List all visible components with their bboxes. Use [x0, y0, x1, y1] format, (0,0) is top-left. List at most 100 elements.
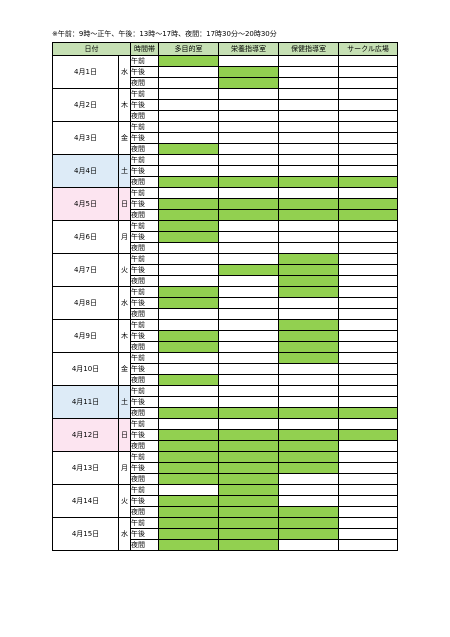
- multipurpose-room-cell: [158, 418, 219, 430]
- time-slot-cell: 午後: [130, 132, 159, 144]
- health-room-cell: [278, 385, 339, 397]
- weekday-cell: 金: [118, 352, 131, 386]
- room-schedule-table: 日付 時間帯 多目的室 栄養指導室 保健指導室 サークル広場 4月1日水午前 午後…: [52, 42, 398, 551]
- health-room-cell: [278, 473, 339, 485]
- date-cell: 4月1日: [52, 55, 119, 89]
- circle-plaza-cell: [338, 209, 398, 221]
- schedule-row: 午後: [53, 198, 398, 210]
- schedule-row: 夜間: [53, 143, 398, 155]
- weekday-cell: 土: [118, 154, 131, 188]
- circle-plaza-cell: [338, 220, 398, 232]
- circle-plaza-cell: [338, 363, 398, 375]
- nutrition-room-cell: [218, 77, 279, 89]
- nutrition-room-cell: [218, 165, 279, 177]
- health-room-cell: [278, 275, 339, 287]
- multipurpose-room-cell: [158, 55, 219, 67]
- health-room-cell: [278, 99, 339, 111]
- time-slot-cell: 午後: [130, 99, 159, 111]
- schedule-row: 午後: [53, 231, 398, 243]
- health-room-cell: [278, 88, 339, 100]
- circle-plaza-cell: [338, 341, 398, 353]
- circle-plaza-cell: [338, 418, 398, 430]
- schedule-row: 午後: [53, 99, 398, 111]
- circle-plaza-cell: [338, 77, 398, 89]
- nutrition-room-cell: [218, 209, 279, 221]
- schedule-row: 夜間: [53, 473, 398, 485]
- time-slot-cell: 夜間: [130, 308, 159, 320]
- health-room-cell: [278, 440, 339, 452]
- health-room-cell: [278, 286, 339, 298]
- health-room-cell: [278, 121, 339, 133]
- circle-plaza-cell: [338, 187, 398, 199]
- time-slot-cell: 午前: [130, 253, 159, 265]
- circle-plaza-cell: [338, 132, 398, 144]
- health-room-cell: [278, 341, 339, 353]
- circle-plaza-cell: [338, 352, 398, 364]
- health-room-cell: [278, 539, 339, 551]
- multipurpose-room-cell: [158, 462, 219, 474]
- multipurpose-room-cell: [158, 198, 219, 210]
- date-cell: 4月5日: [52, 187, 119, 221]
- time-slot-cell: 午前: [130, 187, 159, 199]
- schedule-row: 4月15日水午前: [52, 517, 398, 551]
- circle-plaza-cell: [338, 231, 398, 243]
- health-room-cell: [278, 297, 339, 309]
- time-slot-cell: 午後: [130, 297, 159, 309]
- health-room-cell: [278, 187, 339, 199]
- nutrition-room-cell: [218, 473, 279, 485]
- health-room-cell: [278, 253, 339, 265]
- multipurpose-room-cell: [158, 319, 219, 331]
- nutrition-room-cell: [218, 385, 279, 397]
- nutrition-room-cell: [218, 396, 279, 408]
- schedule-row: 夜間: [53, 341, 398, 353]
- multipurpose-room-cell: [158, 363, 219, 375]
- time-slot-cell: 夜間: [130, 176, 159, 188]
- weekday-cell: 月: [118, 220, 131, 254]
- circle-plaza-cell: [338, 462, 398, 474]
- time-slot-cell: 夜間: [130, 77, 159, 89]
- nutrition-room-cell: [218, 484, 279, 496]
- time-slot-cell: 夜間: [130, 473, 159, 485]
- schedule-row: 午後: [53, 462, 398, 474]
- header-nutrition-room: 栄養指導室: [218, 42, 279, 56]
- date-cell: 4月10日: [52, 352, 119, 386]
- nutrition-room-cell: [218, 352, 279, 364]
- health-room-cell: [278, 429, 339, 441]
- time-slot-cell: 夜間: [130, 143, 159, 155]
- circle-plaza-cell: [338, 396, 398, 408]
- nutrition-room-cell: [218, 517, 279, 529]
- nutrition-room-cell: [218, 506, 279, 518]
- health-room-cell: [278, 495, 339, 507]
- nutrition-room-cell: [218, 121, 279, 133]
- circle-plaza-cell: [338, 198, 398, 210]
- health-room-cell: [278, 143, 339, 155]
- circle-plaza-cell: [338, 165, 398, 177]
- health-room-cell: [278, 176, 339, 188]
- time-slot-cell: 午前: [130, 121, 159, 133]
- health-room-cell: [278, 396, 339, 408]
- time-slot-cell: 午前: [130, 385, 159, 397]
- schedule-row: 夜間: [53, 440, 398, 452]
- circle-plaza-cell: [338, 440, 398, 452]
- multipurpose-room-cell: [158, 473, 219, 485]
- circle-plaza-cell: [338, 99, 398, 111]
- health-room-cell: [278, 506, 339, 518]
- multipurpose-room-cell: [158, 275, 219, 287]
- time-slot-cell: 午前: [130, 517, 159, 529]
- schedule-row: 4月6日月午前: [52, 220, 398, 254]
- circle-plaza-cell: [338, 319, 398, 331]
- health-room-cell: [278, 407, 339, 419]
- nutrition-room-cell: [218, 308, 279, 320]
- health-room-cell: [278, 242, 339, 254]
- multipurpose-room-cell: [158, 308, 219, 320]
- multipurpose-room-cell: [158, 352, 219, 364]
- schedule-row: 4月8日水午前: [52, 286, 398, 320]
- weekday-cell: 火: [118, 484, 131, 518]
- schedule-row: 夜間: [53, 506, 398, 518]
- time-slot-cell: 午後: [130, 165, 159, 177]
- nutrition-room-cell: [218, 154, 279, 166]
- circle-plaza-cell: [338, 110, 398, 122]
- health-room-cell: [278, 55, 339, 67]
- time-slot-cell: 夜間: [130, 374, 159, 386]
- multipurpose-room-cell: [158, 528, 219, 540]
